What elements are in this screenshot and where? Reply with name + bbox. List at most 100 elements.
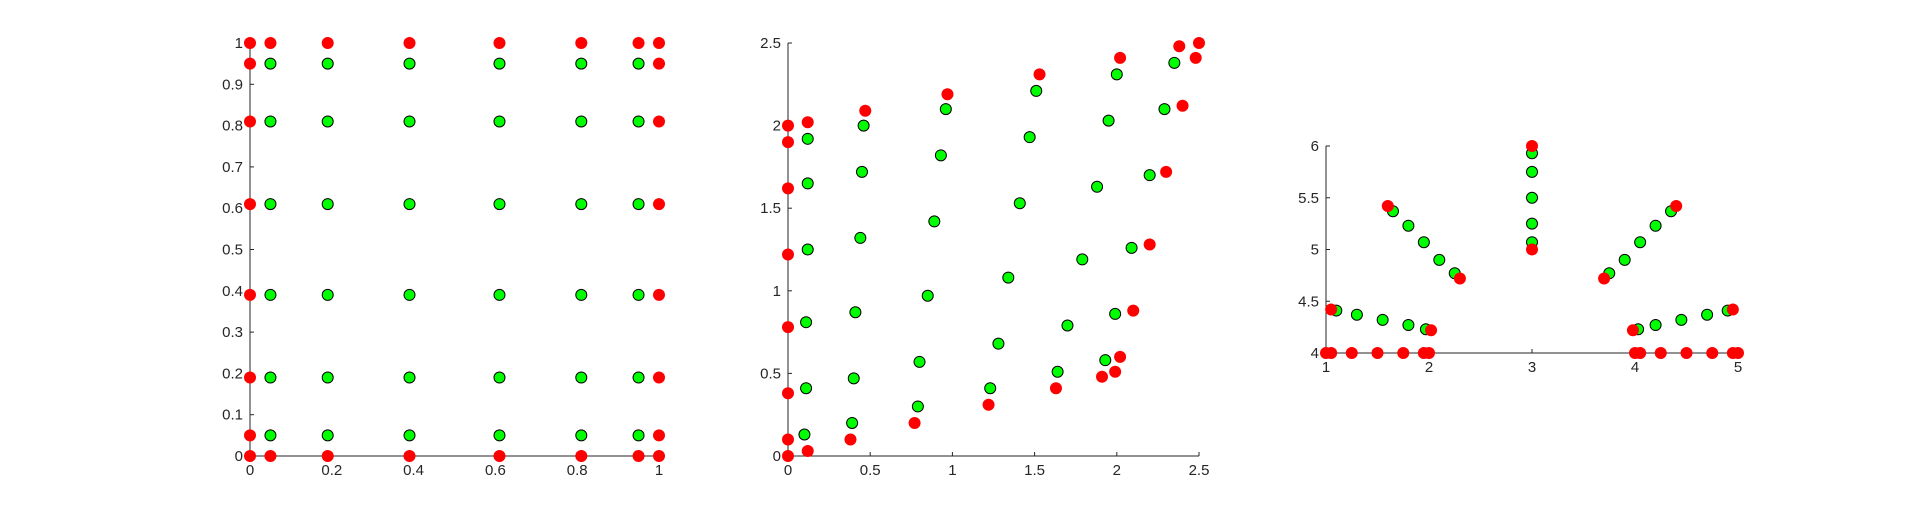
red-point — [575, 37, 588, 49]
red-point — [493, 450, 506, 462]
green-point — [921, 289, 934, 302]
red-point — [1109, 365, 1122, 378]
x-tick-label: 0.5 — [860, 462, 881, 479]
red-point — [782, 182, 794, 195]
red-point — [1114, 51, 1127, 64]
y-tick-label: 0.5 — [222, 242, 243, 259]
green-point — [264, 115, 277, 128]
red-point — [1425, 324, 1438, 337]
y-tick-label: 0 — [773, 448, 781, 465]
green-point — [992, 337, 1005, 350]
green-point — [321, 57, 334, 70]
red-point — [632, 450, 645, 462]
green-point — [1030, 84, 1043, 97]
red-point — [244, 115, 256, 128]
green-point — [575, 115, 588, 128]
green-point — [1701, 308, 1714, 321]
y-tick-label: 0.2 — [222, 365, 243, 382]
red-point — [1193, 37, 1205, 49]
x-tick-label: 0.4 — [403, 462, 424, 479]
green-point — [1076, 253, 1089, 266]
red-point — [1726, 303, 1739, 316]
green-point — [403, 371, 416, 384]
green-point — [264, 429, 277, 442]
y-tick-label: 2.5 — [760, 35, 781, 52]
green-point — [321, 429, 334, 442]
y-tick-label: 0.4 — [222, 283, 243, 300]
red-point — [653, 37, 665, 49]
red-point — [844, 433, 857, 446]
green-point — [1649, 219, 1662, 232]
green-point — [1125, 241, 1138, 254]
red-point — [632, 37, 645, 49]
green-point — [321, 115, 334, 128]
red-point — [1626, 324, 1639, 337]
green-point — [854, 231, 867, 244]
red-point — [1049, 382, 1062, 395]
green-point — [575, 57, 588, 70]
green-point — [575, 429, 588, 442]
red-point — [941, 88, 954, 101]
red-point — [1598, 272, 1611, 285]
green-point — [1526, 165, 1538, 178]
red-point — [653, 288, 665, 301]
red-point — [403, 37, 416, 49]
green-point — [264, 57, 277, 70]
green-point — [632, 115, 645, 128]
red-point — [1325, 303, 1338, 316]
green-point — [1402, 219, 1415, 232]
green-point — [984, 382, 997, 395]
green-point — [264, 371, 277, 384]
y-tick-label: 0.5 — [760, 365, 781, 382]
x-tick-label: 0.8 — [567, 462, 588, 479]
red-point — [1634, 347, 1647, 359]
green-point — [801, 177, 814, 190]
y-tick-label: 1 — [235, 35, 243, 52]
green-point — [801, 132, 814, 145]
green-point — [1158, 103, 1171, 116]
green-point — [321, 371, 334, 384]
green-point — [1102, 114, 1115, 127]
green-point — [1675, 313, 1688, 326]
green-point — [1168, 56, 1181, 69]
red-point — [1127, 304, 1140, 317]
green-point — [939, 103, 952, 116]
green-point — [1051, 365, 1064, 378]
y-tick-label: 1.5 — [760, 200, 781, 217]
red-point — [403, 450, 416, 462]
green-point — [321, 198, 334, 211]
green-point — [800, 316, 813, 329]
green-point — [1143, 169, 1156, 182]
green-point — [1350, 308, 1363, 321]
green-point — [403, 288, 416, 301]
green-point — [632, 429, 645, 442]
red-point — [264, 450, 277, 462]
red-point — [1173, 40, 1186, 53]
red-point — [575, 450, 588, 462]
green-point — [632, 57, 645, 70]
green-point — [321, 288, 334, 301]
red-point — [1176, 99, 1189, 112]
x-tick-label: 2 — [1113, 462, 1121, 479]
y-tick-label: 1 — [773, 283, 781, 300]
red-point — [1189, 51, 1202, 64]
red-point — [1680, 347, 1693, 359]
red-point — [908, 416, 921, 429]
red-point — [321, 450, 334, 462]
red-point — [1381, 200, 1394, 213]
red-point — [1345, 347, 1358, 359]
red-point — [1096, 370, 1109, 383]
green-point — [493, 371, 506, 384]
red-point — [782, 248, 794, 261]
green-point — [855, 165, 868, 178]
red-point — [1453, 272, 1466, 285]
red-point — [244, 57, 256, 70]
green-point — [1417, 236, 1430, 249]
red-point — [782, 450, 794, 462]
x-tick-label: 2 — [1425, 359, 1433, 376]
y-tick-label: 0.8 — [222, 118, 243, 135]
green-point — [493, 57, 506, 70]
red-point — [801, 116, 814, 129]
green-point — [1002, 271, 1015, 284]
